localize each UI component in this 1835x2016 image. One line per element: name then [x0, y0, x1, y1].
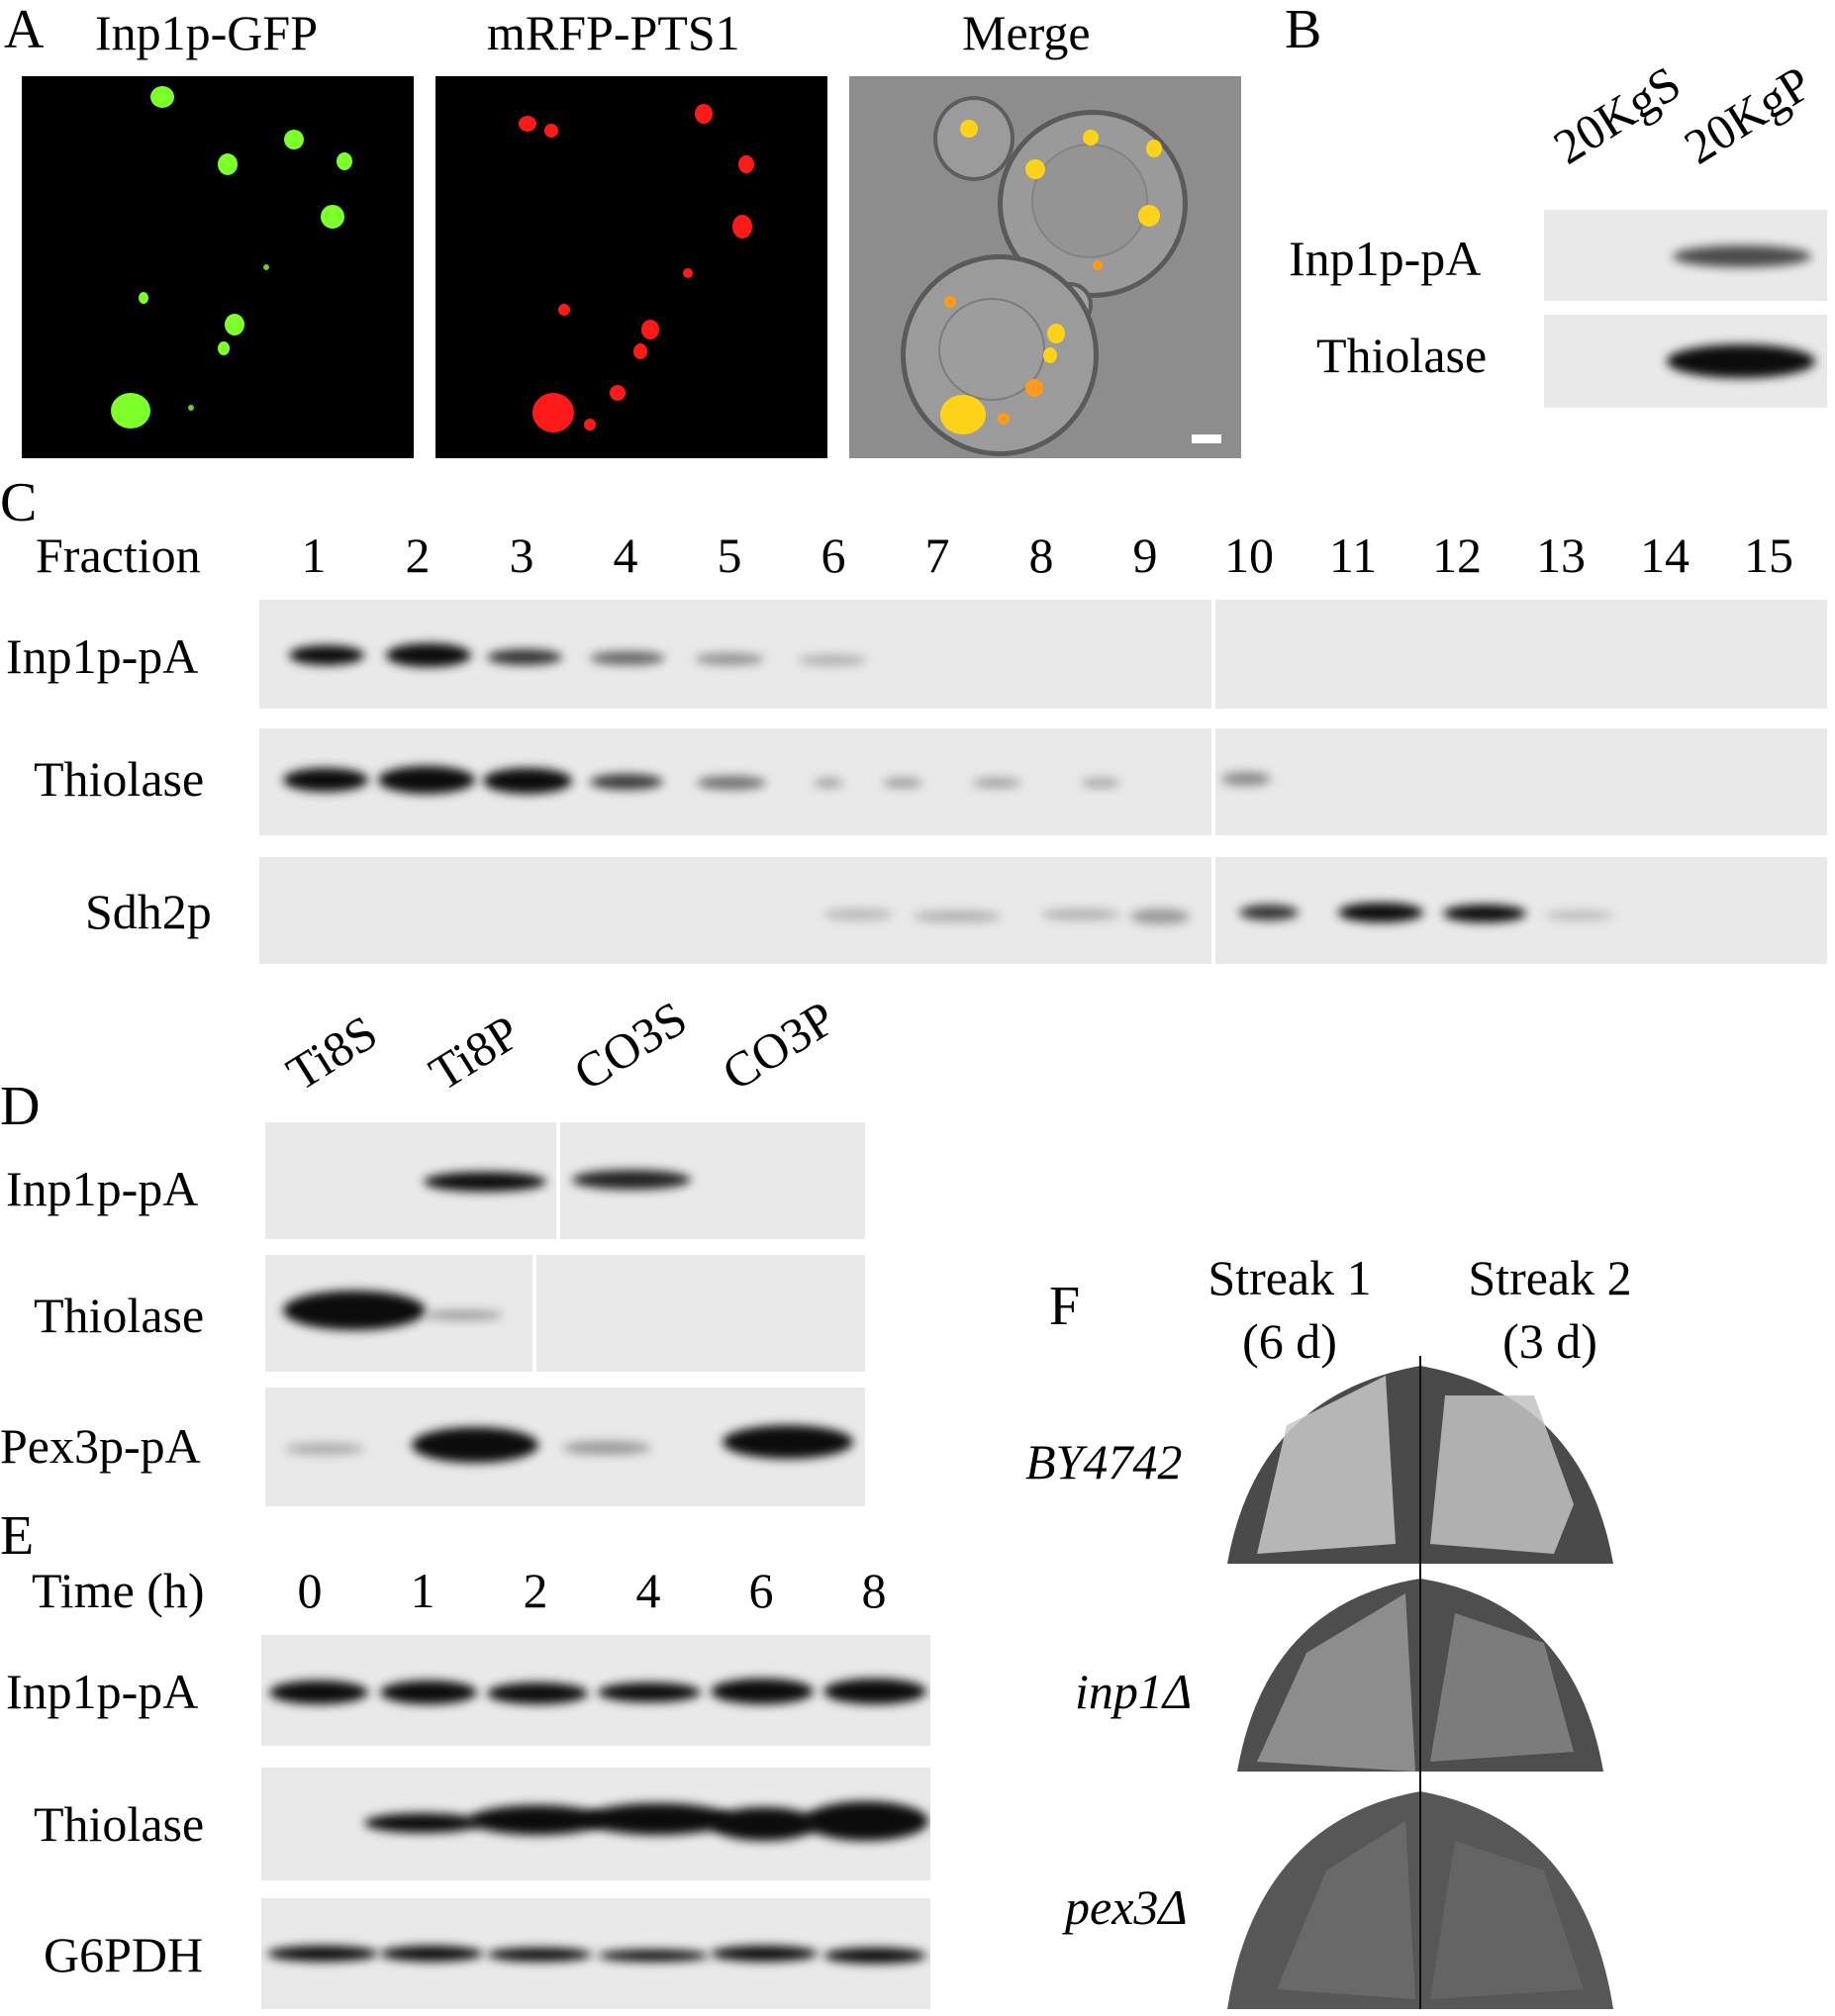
fraction-1: 1: [301, 528, 327, 583]
plate-photographs: [1227, 1356, 1613, 2009]
time-8: 8: [861, 1563, 887, 1618]
blot-c-sdh2p: [259, 857, 1827, 964]
blot-e-g6pdh: [261, 1898, 930, 2009]
streak-1-label: Streak 1: [1207, 1250, 1372, 1305]
strain-pex3-delta: pex3Δ: [1065, 1879, 1188, 1935]
panel-letter-f: F: [1049, 1276, 1081, 1337]
lane-20kgs: 20KgS: [1543, 54, 1690, 175]
time-header: Time (h): [32, 1563, 205, 1618]
e-row-label-thiolase: Thiolase: [34, 1796, 205, 1852]
time-0: 0: [297, 1563, 323, 1618]
streak-1-days: (6 d): [1242, 1313, 1337, 1369]
fraction-4: 4: [613, 528, 638, 583]
merge-micrograph: [849, 76, 1241, 458]
blot-d-thiolase: [265, 1255, 865, 1372]
row-label-inp1p-pa: Inp1p-pA: [1289, 231, 1482, 286]
title-merge: Merge: [962, 5, 1091, 60]
gfp-micrograph: [22, 76, 414, 458]
panel-letter-e: E: [0, 1505, 35, 1567]
fraction-header: Fraction: [36, 528, 201, 583]
fraction-13: 13: [1536, 528, 1586, 583]
lane-20kgp: 20KgP: [1674, 54, 1821, 175]
streak-2-days: (3 d): [1502, 1313, 1597, 1369]
d-row-label-inp1p-pa: Inp1p-pA: [6, 1161, 199, 1216]
blot-b-thiolase: [1544, 315, 1827, 408]
d-row-label-thiolase: Thiolase: [34, 1288, 205, 1343]
row-label-thiolase: Thiolase: [1316, 328, 1488, 383]
e-row-label-g6pdh: G6PDH: [44, 1927, 204, 1982]
c-row-label-thiolase: Thiolase: [34, 751, 205, 807]
lane-co3p: CO3P: [712, 990, 845, 1102]
fraction-14: 14: [1640, 528, 1690, 583]
time-1: 1: [410, 1563, 435, 1618]
lane-co3s: CO3S: [563, 990, 697, 1102]
fraction-15: 15: [1744, 528, 1793, 583]
time-4: 4: [635, 1563, 661, 1618]
blot-d-pex3p: [265, 1388, 865, 1506]
panel-letter-a: A: [4, 0, 45, 60]
blot-d-inp1p: [265, 1122, 865, 1239]
fraction-6: 6: [821, 528, 846, 583]
title-rfp: mRFP-PTS1: [487, 5, 740, 60]
c-row-label-sdh2p: Sdh2p: [85, 884, 212, 939]
fraction-10: 10: [1224, 528, 1274, 583]
blot-e-inp1p: [261, 1635, 930, 1746]
fraction-9: 9: [1132, 528, 1158, 583]
panel-letter-c: C: [0, 472, 38, 533]
blot-b-inp1p: [1544, 210, 1827, 301]
scale-bar: [1192, 434, 1221, 443]
fraction-2: 2: [405, 528, 431, 583]
fraction-8: 8: [1028, 528, 1054, 583]
strain-by4742: BY4742: [1025, 1434, 1183, 1489]
time-2: 2: [523, 1563, 548, 1618]
title-gfp: Inp1p-GFP: [95, 5, 319, 60]
fraction-11: 11: [1328, 528, 1378, 583]
time-6: 6: [748, 1563, 774, 1618]
fraction-3: 3: [509, 528, 534, 583]
blot-e-thiolase: [261, 1768, 930, 1880]
fraction-5: 5: [717, 528, 742, 583]
fraction-12: 12: [1432, 528, 1482, 583]
rfp-micrograph: [435, 76, 827, 458]
c-row-label-inp1p-pa: Inp1p-pA: [6, 628, 199, 684]
strain-inp1-delta: inp1Δ: [1075, 1664, 1193, 1719]
blot-c-thiolase: [259, 728, 1827, 835]
d-row-label-pex3p-pa: Pex3p-pA: [0, 1418, 201, 1474]
lane-ti8p: Ti8P: [419, 1004, 530, 1102]
panel-letter-d: D: [0, 1076, 41, 1137]
e-row-label-inp1p-pa: Inp1p-pA: [6, 1664, 199, 1719]
blot-c-inp1p: [259, 600, 1827, 709]
lane-ti8s: Ti8S: [276, 1004, 387, 1102]
streak-2-label: Streak 2: [1468, 1250, 1632, 1305]
panel-letter-b: B: [1285, 0, 1322, 60]
fraction-7: 7: [924, 528, 950, 583]
